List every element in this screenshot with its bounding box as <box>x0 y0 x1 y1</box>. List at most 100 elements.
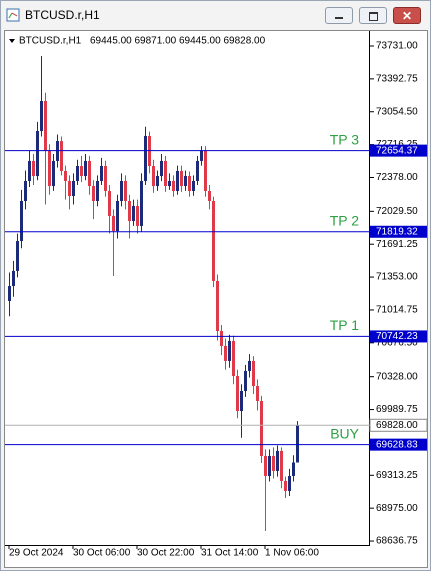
x-tick-label: 30 Oct 06:00 <box>73 548 131 559</box>
y-tick-label: 68636.75 <box>376 536 418 547</box>
level-price-label: 72654.37 <box>376 145 418 156</box>
chart: BTCUSD.r,H1 69445.00 69871.00 69445.00 6… <box>4 30 428 568</box>
candle-body <box>276 450 279 471</box>
candle-body <box>132 205 135 222</box>
level-name: TP 2 <box>330 212 360 228</box>
candle-body <box>292 462 295 477</box>
symbol-label: BTCUSD.r,H1 <box>19 36 82 47</box>
title-bar: BTCUSD.r,H1 ✕ <box>1 1 430 29</box>
candle-body <box>44 100 47 151</box>
candle-body <box>180 170 183 187</box>
candle-body <box>140 180 143 226</box>
y-tick-label: 71353.00 <box>376 272 418 283</box>
candle-body <box>240 390 243 411</box>
candle-body <box>88 160 91 187</box>
candle-body <box>48 150 51 187</box>
level-name: TP 1 <box>330 317 360 333</box>
candle-body <box>284 480 287 491</box>
candle-body <box>260 400 263 456</box>
candle-body <box>128 200 131 222</box>
y-tick-label: 71691.25 <box>376 239 418 250</box>
candle-body <box>176 170 179 191</box>
menu-arrow <box>9 39 15 43</box>
candle-body <box>248 360 251 371</box>
level-price-label: 71819.32 <box>376 226 418 237</box>
level-name: TP 3 <box>330 131 360 147</box>
candle-body <box>268 455 271 477</box>
candle-body <box>72 180 75 197</box>
candle-body <box>160 160 163 177</box>
candle-body <box>264 455 267 477</box>
level-price-box <box>370 144 427 157</box>
minimize-button[interactable] <box>325 7 353 24</box>
restore-button[interactable] <box>359 7 387 24</box>
candle-body <box>208 190 211 201</box>
candle-body <box>216 280 219 332</box>
candle-body <box>28 160 31 181</box>
candle-body <box>188 176 191 191</box>
x-tick-label: 30 Oct 22:00 <box>137 548 195 559</box>
candle-body <box>172 180 175 191</box>
x-tick-label: 31 Oct 14:00 <box>201 548 259 559</box>
candle-body <box>24 180 27 201</box>
candle-body <box>152 166 155 187</box>
y-tick-label: 68975.00 <box>376 503 418 514</box>
level-price-box <box>370 225 427 238</box>
y-tick-label: 73731.00 <box>376 41 418 52</box>
candle-body <box>204 150 207 191</box>
y-tick-label: 71014.75 <box>376 305 418 316</box>
candle-body <box>192 180 195 191</box>
candle-body <box>256 386 259 401</box>
candle-body <box>36 131 39 177</box>
candle-body <box>8 286 11 301</box>
y-tick-label: 72029.50 <box>376 206 418 217</box>
y-tick-label: 69313.25 <box>376 470 418 481</box>
candle-body <box>236 376 239 411</box>
y-tick-label: 70676.50 <box>376 337 418 348</box>
level-price-label: 69628.83 <box>376 439 418 450</box>
x-tick-label: 1 Nov 06:00 <box>265 548 319 559</box>
candle-body <box>232 340 235 377</box>
candle-body <box>272 455 275 471</box>
ohlc-label: 69445.00 69871.00 69445.00 69828.00 <box>90 36 266 47</box>
current-price-label: 69828.00 <box>376 420 418 431</box>
candle-body <box>144 135 147 181</box>
candle-body <box>156 176 159 187</box>
candle-body <box>252 360 255 387</box>
candle-body <box>108 190 111 216</box>
candle-body <box>96 180 99 201</box>
candle-body <box>228 340 231 361</box>
candle-body <box>60 141 63 171</box>
y-tick-label: 72378.00 <box>376 172 418 183</box>
level-price-label: 70742.23 <box>376 331 418 342</box>
y-tick-label: 70328.00 <box>376 371 418 382</box>
candle-body <box>32 160 35 177</box>
candle-body <box>224 345 227 361</box>
candle-body <box>80 166 83 177</box>
candle-body <box>84 160 87 177</box>
candle-body <box>136 205 139 226</box>
level-name: BUY <box>330 425 359 441</box>
candle-body <box>40 100 43 132</box>
candle-body <box>76 166 79 181</box>
candle-body <box>16 241 19 271</box>
y-tick-label: 69989.75 <box>376 404 418 415</box>
x-tick-label: 29 Oct 2024 <box>9 548 64 559</box>
candle-body <box>220 331 223 346</box>
candle-body <box>212 200 215 281</box>
app-icon <box>6 8 20 22</box>
close-button[interactable]: ✕ <box>393 7 421 24</box>
candle-body <box>20 200 23 242</box>
candle-body <box>288 476 291 491</box>
candle-body <box>244 370 247 391</box>
y-tick-label: 73392.75 <box>376 74 418 85</box>
candle-body <box>116 200 119 232</box>
candle-body <box>196 160 199 181</box>
window-title: BTCUSD.r,H1 <box>25 8 100 22</box>
candle-body <box>200 150 203 161</box>
candle-body <box>280 450 283 481</box>
candle-body <box>52 160 55 187</box>
level-price-box <box>370 438 427 451</box>
candle-body <box>124 180 127 201</box>
candle-body <box>112 215 115 232</box>
